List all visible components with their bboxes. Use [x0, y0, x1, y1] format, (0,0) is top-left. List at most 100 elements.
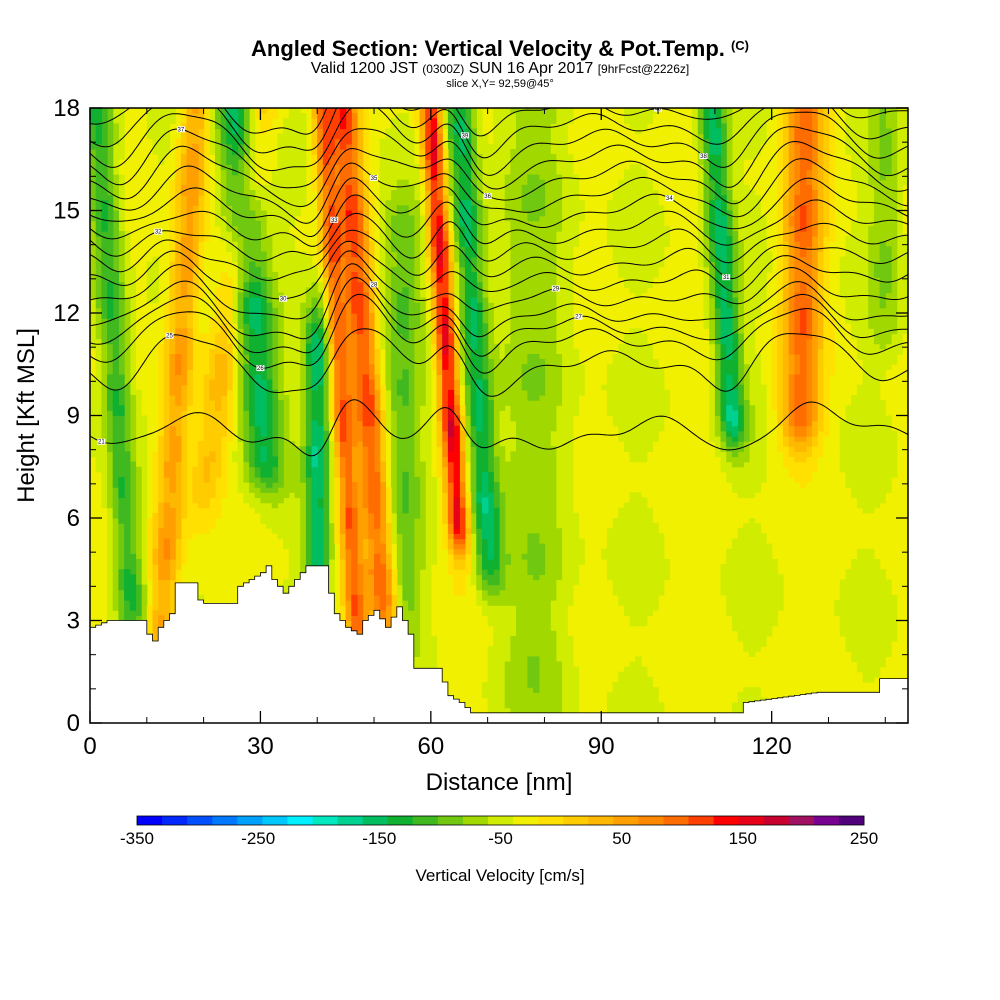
contour-label-bg [330, 216, 339, 223]
x-tick-label: 120 [752, 733, 792, 760]
colorbar-tick-label: -350 [120, 829, 154, 848]
colorbar-label: Vertical Velocity [cm/s] [415, 866, 584, 885]
terrain-mask [90, 565, 908, 723]
contour-label: 36 [484, 194, 491, 200]
contour-label-bg [699, 153, 708, 160]
colorbar-swatch [563, 816, 589, 825]
colorbar-swatch [162, 816, 188, 825]
colorbar-swatch [137, 816, 163, 825]
contour-label-bg [176, 126, 185, 133]
colorbar-swatch [287, 816, 313, 825]
contour-label: 35 [371, 176, 378, 182]
theta-contour [90, 328, 908, 397]
theta-contour [90, 293, 908, 374]
y-tick-label: 12 [53, 300, 80, 327]
forecast-info: [9hrFcst@2226z] [597, 62, 690, 76]
contour-label-bg [97, 438, 106, 445]
chart-title: Angled Section: Vertical Velocity & Pot.… [0, 36, 1000, 62]
contour-label: 21 [98, 440, 105, 446]
colorbar-swatch [613, 816, 639, 825]
colorbar-tick-label: -250 [241, 829, 275, 848]
colorbar-swatch [538, 816, 564, 825]
theta-contour [90, 108, 908, 159]
colorbar-swatch [588, 816, 614, 825]
velocity-band [447, 420, 455, 437]
x-tick-label: 60 [417, 733, 444, 760]
title-suffix: (C) [730, 38, 749, 53]
colorbar-swatch [738, 816, 765, 825]
valid-time-jst: Valid 1200 JST [310, 60, 418, 77]
colorbar-swatch [663, 816, 689, 825]
contour-label: 26 [257, 366, 264, 372]
velocity-band [152, 108, 830, 668]
theta-contour [90, 126, 908, 190]
contour-label-bg [279, 295, 288, 302]
y-axis-title: Height [Kft MSL] [13, 328, 40, 503]
contour-label-bg [256, 365, 265, 372]
velocity-band [430, 133, 460, 529]
theta-contour [90, 140, 908, 208]
potential-temperature-contours: 2125262728293031323334353637383940 [90, 108, 908, 457]
colorbar-tick-label: 50 [612, 829, 631, 848]
contour-label: 31 [723, 275, 730, 281]
colorbar-swatch [838, 816, 865, 825]
colorbar-frame [136, 815, 865, 826]
contour-label: 29 [552, 287, 559, 293]
contour-label-bg [165, 332, 174, 339]
colorbar-swatch [212, 816, 238, 825]
colorbar-swatch [788, 816, 815, 825]
title-text: Angled Section: Vertical Velocity & Pot.… [251, 36, 725, 61]
colorbar-tick-label: 250 [850, 829, 878, 848]
theta-contour [90, 212, 908, 264]
y-tick-label: 18 [53, 95, 80, 122]
colorbar-swatch [688, 816, 714, 825]
contour-label: 25 [166, 334, 173, 340]
colorbar-swatch [337, 816, 364, 825]
x-tick-label: 0 [83, 733, 96, 760]
chart-subtitle: Valid 1200 JST (0300Z) SUN 16 Apr 2017 [… [0, 60, 1000, 78]
contour-label: 32 [155, 230, 162, 236]
contour-label-bg [574, 313, 583, 320]
contour-label-bg [722, 274, 731, 281]
y-tick-label: 9 [67, 403, 80, 430]
contour-label: 34 [666, 196, 673, 202]
contour-label: 37 [178, 127, 185, 133]
colorbar-swatch [412, 816, 439, 825]
theta-contour [90, 263, 908, 340]
terrain [90, 565, 908, 723]
colorbar: -350 -250 -150 -50 50 150 250 Vertical Velocity… [120, 815, 878, 885]
theta-contour [90, 399, 908, 457]
theta-contour [90, 250, 908, 320]
colorbar-swatch [513, 816, 539, 825]
x-tick-label: 90 [588, 733, 615, 760]
colorbar-swatch [437, 816, 464, 825]
theta-contour [90, 277, 908, 357]
valid-time-utc: (0300Z) [422, 62, 465, 76]
contour-label: 39 [462, 133, 469, 139]
colorbar-swatch [713, 816, 740, 825]
contour-label: 38 [700, 154, 707, 160]
velocity-band [226, 108, 739, 575]
velocity-band [90, 108, 908, 723]
colorbar-tick-label: -150 [362, 829, 396, 848]
contour-label-bg [665, 195, 674, 202]
colorbar-swatch [638, 816, 664, 825]
valid-date: SUN 16 Apr 2017 [468, 60, 594, 77]
colorbar-swatch [362, 816, 389, 825]
theta-contour [90, 240, 908, 300]
x-axis-title: Distance [nm] [426, 769, 573, 796]
theta-contour [90, 177, 908, 237]
colorbar-tick-label: -50 [488, 829, 513, 848]
colorbar-swatch [462, 816, 489, 825]
vertical-velocity-field [90, 108, 908, 723]
contour-label: 28 [371, 282, 378, 288]
contour-label-bg [154, 228, 163, 235]
contour-label-bg [483, 192, 492, 199]
theta-contour [90, 158, 908, 224]
x-tick-label: 30 [247, 733, 274, 760]
velocity-band [163, 108, 818, 642]
colorbar-tick-label: 150 [729, 829, 757, 848]
colorbar-swatch [763, 816, 790, 825]
